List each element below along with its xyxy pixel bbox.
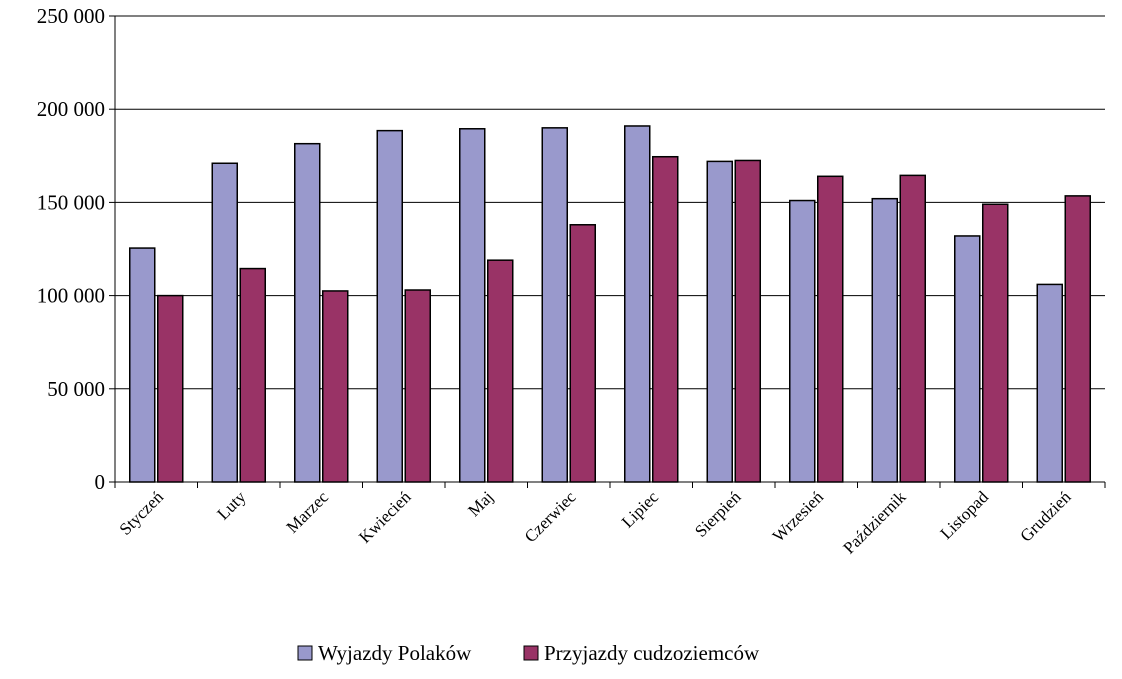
- bar-wyjazdy-polakow: [459, 128, 486, 483]
- legend-label: Wyjazdy Polaków: [318, 641, 472, 665]
- bar-przyjazdy-cudzoziemcow: [569, 224, 596, 483]
- legend-swatch: [297, 645, 313, 661]
- bar-wyjazdy-polakow: [871, 197, 898, 483]
- bar-wyjazdy-polakow: [1036, 283, 1063, 483]
- bar-przyjazdy-cudzoziemcow: [899, 174, 926, 483]
- x-tick-label: Maj: [464, 487, 497, 520]
- bar-przyjazdy-cudzoziemcow: [1064, 195, 1091, 483]
- bar-wyjazdy-polakow: [624, 125, 651, 483]
- bar-przyjazdy-cudzoziemcow: [982, 203, 1009, 483]
- bar-przyjazdy-cudzoziemcow: [404, 289, 431, 483]
- x-axis-ticks: Styczeń Luty Marzec Kwiecień Maj Czerwiec Lipi…: [114, 482, 1106, 558]
- x-tick-label: Czerwiec: [521, 487, 580, 546]
- x-tick-label: Styczeń: [116, 487, 168, 539]
- y-tick-label: 250 000: [37, 4, 105, 28]
- bar-wyjazdy-polakow: [129, 247, 156, 483]
- bar-przyjazdy-cudzoziemcow: [734, 159, 761, 483]
- x-tick-label: Luty: [213, 487, 249, 523]
- bar-przyjazdy-cudzoziemcow: [652, 155, 679, 483]
- x-tick-label: Sierpień: [691, 487, 745, 541]
- bar-przyjazdy-cudzoziemcow: [487, 259, 514, 483]
- legend: Wyjazdy Polaków Przyjazdy cudzoziemców: [297, 641, 760, 665]
- y-axis-ticks: 0 50 000 100 000 150 000 200 000 250 000: [37, 4, 115, 494]
- bar-wyjazdy-polakow: [954, 235, 981, 483]
- x-tick-label: Wrzesień: [769, 487, 828, 546]
- bar-przyjazdy-cudzoziemcow: [817, 175, 844, 483]
- bar-wyjazdy-polakow: [376, 129, 403, 483]
- bar-przyjazdy-cudzoziemcow: [157, 294, 184, 483]
- bar-wyjazdy-polakow: [294, 142, 321, 483]
- y-tick-label: 50 000: [47, 377, 105, 401]
- bar-wyjazdy-polakow: [211, 162, 238, 483]
- gridlines: [115, 15, 1105, 390]
- y-tick-label: 100 000: [37, 284, 105, 308]
- legend-label: Przyjazdy cudzoziemców: [544, 641, 760, 665]
- bar-przyjazdy-cudzoziemcow: [239, 267, 266, 483]
- x-tick-label: Grudzień: [1016, 487, 1075, 546]
- y-tick-label: 0: [95, 470, 106, 494]
- x-tick-label: Listopad: [937, 487, 993, 543]
- bars: [129, 125, 1091, 483]
- x-tick-label: Październik: [839, 487, 910, 558]
- legend-swatch: [523, 645, 539, 661]
- bar-wyjazdy-polakow: [541, 127, 568, 483]
- bar-wyjazdy-polakow: [706, 160, 733, 483]
- y-tick-label: 150 000: [37, 190, 105, 214]
- x-tick-label: Marzec: [283, 487, 333, 537]
- x-tick-label: Kwiecień: [355, 487, 415, 547]
- bar-wyjazdy-polakow: [789, 199, 816, 483]
- y-tick-label: 200 000: [37, 97, 105, 121]
- bar-przyjazdy-cudzoziemcow: [322, 290, 349, 483]
- x-tick-label: Lipiec: [618, 487, 662, 531]
